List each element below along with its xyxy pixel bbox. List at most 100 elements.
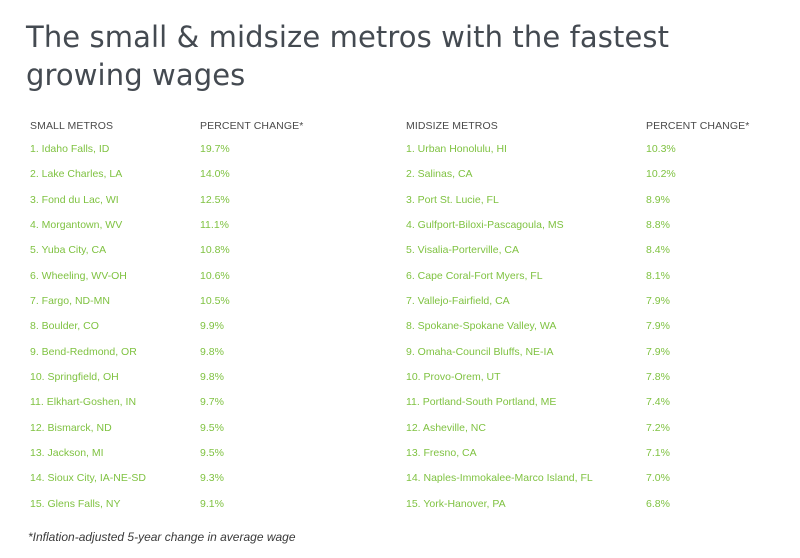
metro-name-cell: 12. Bismarck, ND xyxy=(30,421,112,434)
table-body: 1. Urban Honolulu, HI 10.3% 2. Salinas, CA… xyxy=(406,138,766,518)
metro-name-cell: 10. Springfield, OH xyxy=(30,371,119,384)
table-row: 5. Yuba City, CA 10.8% xyxy=(30,239,390,264)
metro-name-cell: 15. York-Hanover, PA xyxy=(406,497,506,510)
metro-name-cell: 1. Idaho Falls, ID xyxy=(30,143,110,155)
metro-name-cell: 13. Jackson, MI xyxy=(30,447,104,460)
percent-change-cell: 9.5% xyxy=(200,447,224,460)
table-row: 1. Idaho Falls, ID 19.7% xyxy=(30,138,390,163)
percent-change-cell: 8.9% xyxy=(646,193,670,206)
percent-change-cell: 10.3% xyxy=(646,143,676,155)
percent-change-cell: 10.5% xyxy=(200,295,230,308)
table-header: SMALL METROS PERCENT CHANGE* xyxy=(30,114,390,138)
table-row: 9. Omaha-Council Bluffs, NE-IA 7.9% xyxy=(406,341,766,366)
percent-change-cell: 9.9% xyxy=(200,320,224,333)
metro-name-cell: 7. Vallejo-Fairfield, CA xyxy=(406,295,510,308)
percent-change-cell: 9.5% xyxy=(200,421,224,434)
footnote: *Inflation-adjusted 5-year change in ave… xyxy=(28,530,296,544)
metro-name-cell: 3. Port St. Lucie, FL xyxy=(406,193,499,206)
percent-change-cell: 9.8% xyxy=(200,371,224,384)
metro-name-cell: 15. Glens Falls, NY xyxy=(30,497,121,510)
table-row: 2. Salinas, CA 10.2% xyxy=(406,163,766,188)
metro-name-cell: 2. Salinas, CA xyxy=(406,168,473,181)
metro-name-cell: 4. Gulfport-Biloxi-Pascagoula, MS xyxy=(406,219,564,232)
metro-name-cell: 7. Fargo, ND-MN xyxy=(30,295,110,308)
percent-change-cell: 8.8% xyxy=(646,219,670,232)
metro-name-cell: 5. Visalia-Porterville, CA xyxy=(406,244,520,257)
table-row: 11. Portland-South Portland, ME 7.4% xyxy=(406,391,766,416)
metro-name-cell: 8. Boulder, CO xyxy=(30,320,99,333)
table-row: 3. Fond du Lac, WI 12.5% xyxy=(30,189,390,214)
metro-name-cell: 14. Naples-Immokalee-Marco Island, FL xyxy=(406,472,593,485)
table-row: 13. Jackson, MI 9.5% xyxy=(30,442,390,467)
table-row: 2. Lake Charles, LA 14.0% xyxy=(30,163,390,188)
table-row: 4. Morgantown, WV 11.1% xyxy=(30,214,390,239)
percent-change-cell: 8.4% xyxy=(646,244,670,257)
percent-change-cell: 14.0% xyxy=(200,168,230,181)
table-row: 7. Fargo, ND-MN 10.5% xyxy=(30,290,390,315)
metro-name-cell: 6. Cape Coral-Fort Myers, FL xyxy=(406,269,543,282)
table-row: 10. Provo-Orem, UT 7.8% xyxy=(406,366,766,391)
percent-change-cell: 9.7% xyxy=(200,396,224,409)
table-header: MIDSIZE METROS PERCENT CHANGE* xyxy=(406,114,766,138)
table-row: 14. Naples-Immokalee-Marco Island, FL 7.0… xyxy=(406,467,766,492)
percent-change-cell: 7.9% xyxy=(646,345,670,358)
table-row: 3. Port St. Lucie, FL 8.9% xyxy=(406,189,766,214)
percent-change-cell: 11.1% xyxy=(200,219,229,232)
header-percent-change: PERCENT CHANGE* xyxy=(646,120,750,132)
table-body: 1. Idaho Falls, ID 19.7% 2. Lake Charles, … xyxy=(30,138,390,518)
table-row: 8. Spokane-Spokane Valley, WA 7.9% xyxy=(406,315,766,340)
percent-change-cell: 19.7% xyxy=(200,143,230,155)
percent-change-cell: 9.3% xyxy=(200,472,224,485)
percent-change-cell: 7.0% xyxy=(646,472,670,485)
header-small-metros: SMALL METROS xyxy=(30,120,114,132)
metro-name-cell: 11. Elkhart-Goshen, IN xyxy=(30,396,137,409)
metro-name-cell: 9. Omaha-Council Bluffs, NE-IA xyxy=(406,345,554,358)
percent-change-cell: 6.8% xyxy=(646,497,670,510)
metro-name-cell: 14. Sioux City, IA-NE-SD xyxy=(30,472,146,485)
metro-name-cell: 6. Wheeling, WV-OH xyxy=(30,269,127,282)
percent-change-cell: 10.2% xyxy=(646,168,676,181)
table-row: 15. Glens Falls, NY 9.1% xyxy=(30,493,390,518)
percent-change-cell: 12.5% xyxy=(200,193,230,206)
percent-change-cell: 9.8% xyxy=(200,345,224,358)
small-metros-table: SMALL METROS PERCENT CHANGE* 1. Idaho Fa… xyxy=(30,114,390,518)
percent-change-cell: 7.1% xyxy=(646,447,670,460)
metro-name-cell: 1. Urban Honolulu, HI xyxy=(406,143,507,155)
percent-change-cell: 10.6% xyxy=(200,269,230,282)
metro-name-cell: 11. Portland-South Portland, ME xyxy=(406,396,557,409)
percent-change-cell: 9.1% xyxy=(200,497,224,510)
percent-change-cell: 10.8% xyxy=(200,244,230,257)
table-row: 4. Gulfport-Biloxi-Pascagoula, MS 8.8% xyxy=(406,214,766,239)
percent-change-cell: 7.9% xyxy=(646,295,670,308)
midsize-metros-table: MIDSIZE METROS PERCENT CHANGE* 1. Urban … xyxy=(406,114,766,518)
table-row: 12. Asheville, NC 7.2% xyxy=(406,417,766,442)
table-row: 11. Elkhart-Goshen, IN 9.7% xyxy=(30,391,390,416)
percent-change-cell: 7.2% xyxy=(646,421,670,434)
table-row: 7. Vallejo-Fairfield, CA 7.9% xyxy=(406,290,766,315)
table-row: 6. Cape Coral-Fort Myers, FL 8.1% xyxy=(406,265,766,290)
table-row: 15. York-Hanover, PA 6.8% xyxy=(406,493,766,518)
table-row: 1. Urban Honolulu, HI 10.3% xyxy=(406,138,766,163)
percent-change-cell: 7.4% xyxy=(646,396,670,409)
metro-name-cell: 2. Lake Charles, LA xyxy=(30,168,123,181)
page-title: The small & midsize metros with the fast… xyxy=(26,20,670,92)
table-row: 5. Visalia-Porterville, CA 8.4% xyxy=(406,239,766,264)
metro-name-cell: 4. Morgantown, WV xyxy=(30,219,123,232)
table-row: 10. Springfield, OH 9.8% xyxy=(30,366,390,391)
table-row: 12. Bismarck, ND 9.5% xyxy=(30,417,390,442)
percent-change-cell: 7.9% xyxy=(646,320,670,333)
metro-name-cell: 8. Spokane-Spokane Valley, WA xyxy=(406,320,557,333)
metro-name-cell: 10. Provo-Orem, UT xyxy=(406,371,501,384)
table-row: 9. Bend-Redmond, OR 9.8% xyxy=(30,341,390,366)
table-row: 13. Fresno, CA 7.1% xyxy=(406,442,766,467)
percent-change-cell: 7.8% xyxy=(646,371,670,384)
table-row: 14. Sioux City, IA-NE-SD 9.3% xyxy=(30,467,390,492)
metro-name-cell: 13. Fresno, CA xyxy=(406,447,477,460)
percent-change-cell: 8.1% xyxy=(646,269,670,282)
header-percent-change: PERCENT CHANGE* xyxy=(200,120,304,132)
header-midsize-metros: MIDSIZE METROS xyxy=(406,120,498,132)
metro-name-cell: 5. Yuba City, CA xyxy=(30,244,107,257)
metro-name-cell: 9. Bend-Redmond, OR xyxy=(30,345,137,358)
metro-name-cell: 3. Fond du Lac, WI xyxy=(30,193,119,206)
table-row: 6. Wheeling, WV-OH 10.6% xyxy=(30,265,390,290)
